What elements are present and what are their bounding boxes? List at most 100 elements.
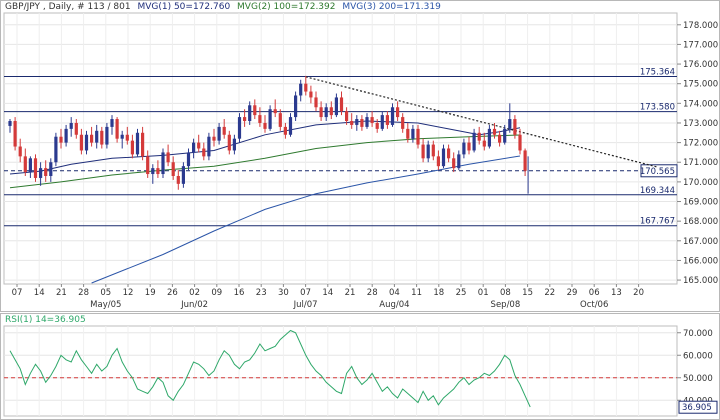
candle	[84, 130, 89, 155]
candle	[79, 128, 83, 155]
candle-body	[426, 144, 430, 159]
candle-body	[421, 144, 425, 159]
candle	[186, 148, 191, 171]
x-day-label: 07	[12, 288, 23, 298]
candle	[222, 119, 226, 139]
candle-body	[202, 148, 206, 157]
candle	[472, 128, 476, 153]
candle	[385, 111, 389, 129]
mvg2-label: MVG(2) 100=172.392	[237, 2, 336, 12]
candle-body	[84, 134, 89, 151]
candle	[513, 115, 517, 139]
mvg3-label: MVG(3) 200=171.319	[342, 2, 441, 12]
candle	[243, 109, 247, 127]
candle-body	[59, 136, 63, 143]
rsi-value-box	[678, 400, 718, 414]
x-day-label: 26	[167, 288, 178, 298]
candle-body	[350, 121, 354, 125]
candle-body	[23, 156, 27, 173]
x-day-label: 23	[256, 288, 267, 298]
candle	[125, 126, 129, 145]
candle-body	[130, 140, 134, 155]
candle-body	[125, 134, 129, 141]
x-day-label: 05	[100, 288, 111, 298]
x-month-label: Aug/04	[379, 300, 409, 310]
moving-average-line	[9, 134, 521, 189]
candle	[176, 170, 180, 190]
candle-body	[33, 158, 38, 178]
candle	[227, 130, 231, 155]
candle	[156, 160, 160, 178]
candle-body	[523, 150, 527, 171]
x-day-label: 11	[411, 288, 422, 298]
candle-body	[462, 142, 466, 155]
candle	[207, 132, 211, 161]
plot-frame	[3, 12, 678, 285]
candle-body	[176, 175, 180, 184]
candle	[39, 162, 43, 186]
candle-body	[197, 142, 201, 149]
rsi-line	[9, 329, 531, 408]
y-tick-label: 173.000	[683, 119, 718, 129]
candle-body	[13, 121, 17, 147]
candle	[115, 117, 119, 143]
price-chart-svg[interactable]: 178.000 177.000 176.000 175.000 174.000 173.0…	[1, 1, 719, 311]
candle	[441, 144, 446, 169]
candle-body	[467, 142, 471, 151]
rsi-y-tick-label: 70.000	[683, 329, 713, 339]
candle	[370, 111, 374, 127]
candle	[130, 134, 134, 159]
candle	[64, 124, 68, 147]
candle	[482, 132, 486, 151]
candle	[13, 117, 17, 151]
candle-body	[492, 128, 497, 135]
candle	[278, 109, 282, 131]
candle-body	[105, 126, 109, 145]
candle-body	[355, 119, 359, 125]
x-day-label: 22	[544, 288, 555, 298]
candle-body	[299, 83, 303, 96]
candle	[100, 126, 104, 149]
price-header: GBP/JPY , Daily, # 113 / 801 MVG(1) 50=1…	[5, 2, 445, 12]
candle-body	[212, 136, 216, 141]
candle	[523, 148, 527, 176]
price-panel: GBP/JPY , Daily, # 113 / 801 MVG(1) 50=1…	[0, 0, 720, 312]
x-day-label: 12	[123, 288, 134, 298]
candle	[151, 164, 155, 184]
candle	[54, 132, 58, 167]
candle-body	[304, 83, 308, 92]
current-price-box	[640, 164, 678, 178]
candle-body	[447, 148, 451, 159]
candle-body	[482, 140, 486, 147]
candle	[406, 122, 410, 143]
candle-body	[222, 126, 226, 135]
x-day-label: 09	[211, 288, 222, 298]
x-day-label: 14	[34, 288, 45, 298]
candle-body	[49, 162, 53, 176]
candle-body	[401, 117, 405, 129]
candle	[49, 158, 53, 182]
candle	[396, 101, 400, 122]
candle-body	[156, 168, 160, 175]
x-day-label: 06	[589, 288, 600, 298]
x-day-label: 25	[456, 288, 467, 298]
x-month-label: Oct/06	[580, 300, 608, 310]
x-day-label: 29	[567, 288, 578, 298]
candle	[202, 142, 206, 161]
y-tick-label: 172.000	[683, 139, 718, 149]
candle	[59, 128, 63, 149]
candle	[447, 144, 451, 163]
y-tick-label: 170.000	[683, 178, 718, 188]
candle	[268, 105, 272, 131]
candle-body	[360, 119, 364, 127]
candle	[375, 119, 379, 133]
candle	[314, 91, 318, 112]
candle-body	[457, 154, 461, 169]
candle	[309, 85, 313, 104]
y-tick-label: 177.000	[683, 40, 718, 50]
candle	[457, 150, 461, 171]
candle-body	[18, 146, 22, 157]
candle-body	[166, 152, 170, 163]
